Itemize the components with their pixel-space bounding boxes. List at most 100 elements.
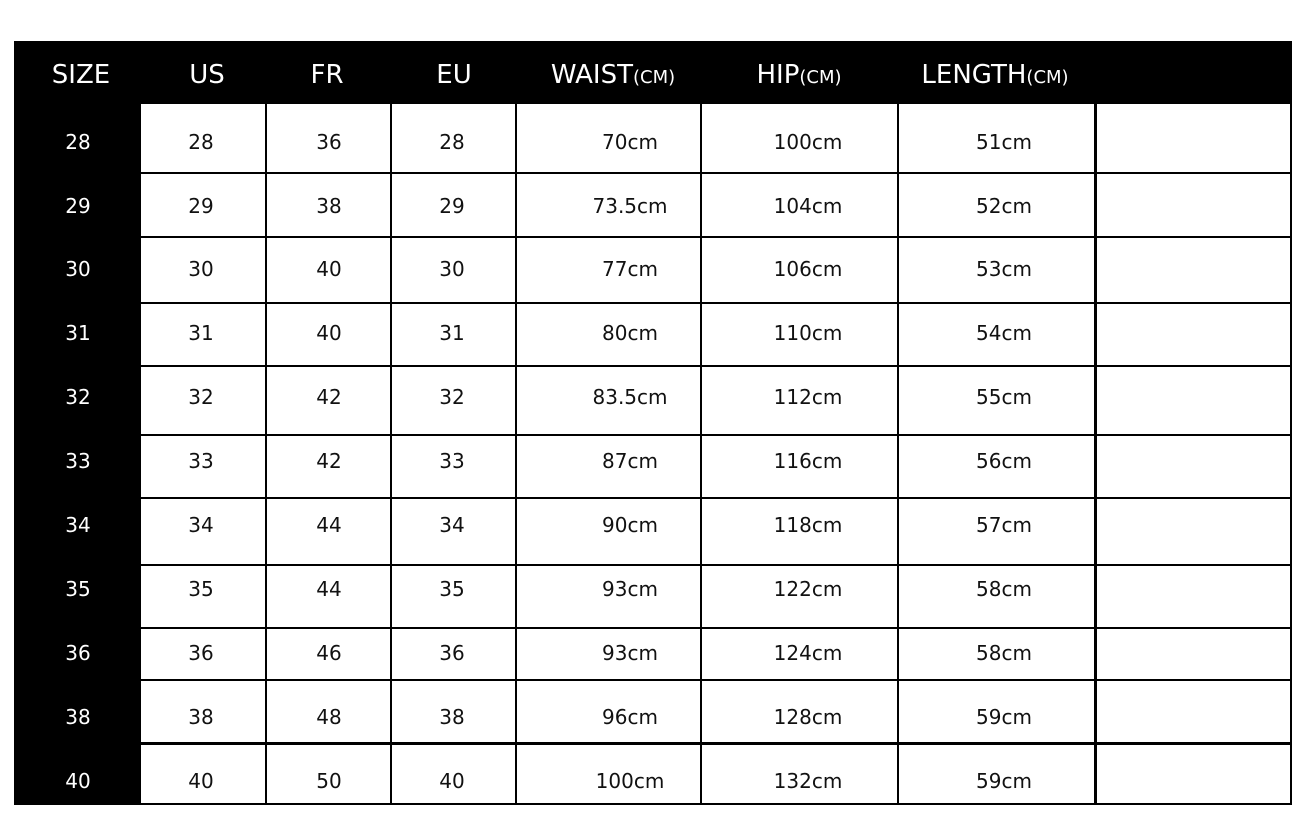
column-header: US	[189, 60, 225, 90]
grid-line-vertical	[390, 104, 392, 805]
column-header: WAIST(CM)	[551, 60, 675, 90]
table-cell: 122cm	[773, 577, 843, 601]
table-cell: 42	[316, 449, 342, 473]
table-cell: 53cm	[976, 257, 1032, 281]
size-cell: 31	[65, 321, 91, 345]
table-cell: 29	[188, 194, 214, 218]
table-cell: 54cm	[976, 321, 1032, 345]
table-cell: 83.5cm	[592, 385, 668, 409]
size-cell: 33	[65, 449, 91, 473]
table-cell: 44	[316, 513, 342, 537]
grid-line-vertical	[700, 104, 702, 805]
table-cell: 59cm	[976, 705, 1032, 729]
table-cell: 36	[439, 641, 465, 665]
grid-line-horizontal	[141, 172, 1292, 174]
table-cell: 58cm	[976, 641, 1032, 665]
column-header-unit: (CM)	[1026, 67, 1069, 88]
header-row-bg	[14, 41, 1292, 104]
grid-line-horizontal	[141, 497, 1292, 499]
table-cell: 34	[188, 513, 214, 537]
column-header-label: EU	[436, 60, 472, 90]
table-cell: 35	[188, 577, 214, 601]
table-cell: 29	[439, 194, 465, 218]
table-cell: 40	[439, 769, 465, 793]
table-cell: 46	[316, 641, 342, 665]
table-cell: 51cm	[976, 130, 1032, 154]
column-header-label: SIZE	[51, 60, 111, 90]
table-cell: 36	[188, 641, 214, 665]
table-cell: 40	[316, 257, 342, 281]
table-cell: 128cm	[773, 705, 843, 729]
table-cell: 73.5cm	[592, 194, 668, 218]
column-header: SIZE	[52, 60, 110, 90]
grid-line-vertical	[1290, 104, 1292, 805]
grid-line-vertical	[265, 104, 267, 805]
table-cell: 44	[316, 577, 342, 601]
table-cell: 77cm	[602, 257, 658, 281]
column-header-label: FR	[310, 60, 344, 90]
table-cell: 42	[316, 385, 342, 409]
table-cell: 93cm	[602, 641, 658, 665]
grid-line-horizontal	[141, 803, 1292, 805]
table-cell: 58cm	[976, 577, 1032, 601]
column-header-label: US	[189, 60, 225, 90]
table-cell: 56cm	[976, 449, 1032, 473]
column-header-label: LENGTH	[921, 60, 1027, 90]
size-cell: 29	[65, 194, 91, 218]
column-header: EU	[436, 60, 471, 90]
table-cell: 31	[439, 321, 465, 345]
grid-line-horizontal	[141, 564, 1292, 566]
grid-line-vertical	[897, 104, 899, 805]
table-cell: 70cm	[602, 130, 658, 154]
grid-line-horizontal	[141, 434, 1292, 436]
size-column-bg	[14, 41, 141, 805]
column-header: HIP(CM)	[756, 60, 841, 90]
table-cell: 87cm	[602, 449, 658, 473]
size-cell: 34	[65, 513, 91, 537]
table-cell: 40	[188, 769, 214, 793]
table-cell: 118cm	[773, 513, 843, 537]
table-cell: 30	[439, 257, 465, 281]
table-cell: 30	[188, 257, 214, 281]
grid-line-horizontal	[141, 365, 1292, 367]
table-cell: 93cm	[602, 577, 658, 601]
table-cell: 59cm	[976, 769, 1032, 793]
table-cell: 124cm	[773, 641, 843, 665]
size-cell: 32	[65, 385, 91, 409]
table-cell: 33	[439, 449, 465, 473]
table-cell: 35	[439, 577, 465, 601]
size-cell: 28	[65, 130, 91, 154]
table-cell: 50	[316, 769, 342, 793]
table-cell: 38	[316, 194, 342, 218]
table-cell: 38	[188, 705, 214, 729]
grid-line-horizontal	[141, 236, 1292, 238]
table-cell: 36	[316, 130, 342, 154]
table-cell: 34	[439, 513, 465, 537]
table-cell: 55cm	[976, 385, 1032, 409]
grid-line-horizontal	[141, 679, 1292, 681]
size-cell: 35	[65, 577, 91, 601]
table-cell: 132cm	[773, 769, 843, 793]
size-cell: 36	[65, 641, 91, 665]
table-cell: 48	[316, 705, 342, 729]
grid-line-vertical	[1094, 104, 1097, 805]
size-cell: 38	[65, 705, 91, 729]
column-header-label: HIP	[756, 60, 800, 90]
table-cell: 100cm	[595, 769, 665, 793]
table-cell: 100cm	[773, 130, 843, 154]
column-header: LENGTH(CM)	[921, 60, 1068, 90]
table-cell: 57cm	[976, 513, 1032, 537]
table-cell: 40	[316, 321, 342, 345]
size-cell: 40	[65, 769, 91, 793]
column-header: FR	[310, 60, 343, 90]
table-cell: 28	[188, 130, 214, 154]
table-cell: 32	[439, 385, 465, 409]
table-cell: 52cm	[976, 194, 1032, 218]
table-cell: 116cm	[773, 449, 843, 473]
table-cell: 32	[188, 385, 214, 409]
grid-line-vertical	[515, 104, 517, 805]
grid-line-horizontal	[141, 742, 1292, 745]
table-cell: 31	[188, 321, 214, 345]
table-cell: 104cm	[773, 194, 843, 218]
